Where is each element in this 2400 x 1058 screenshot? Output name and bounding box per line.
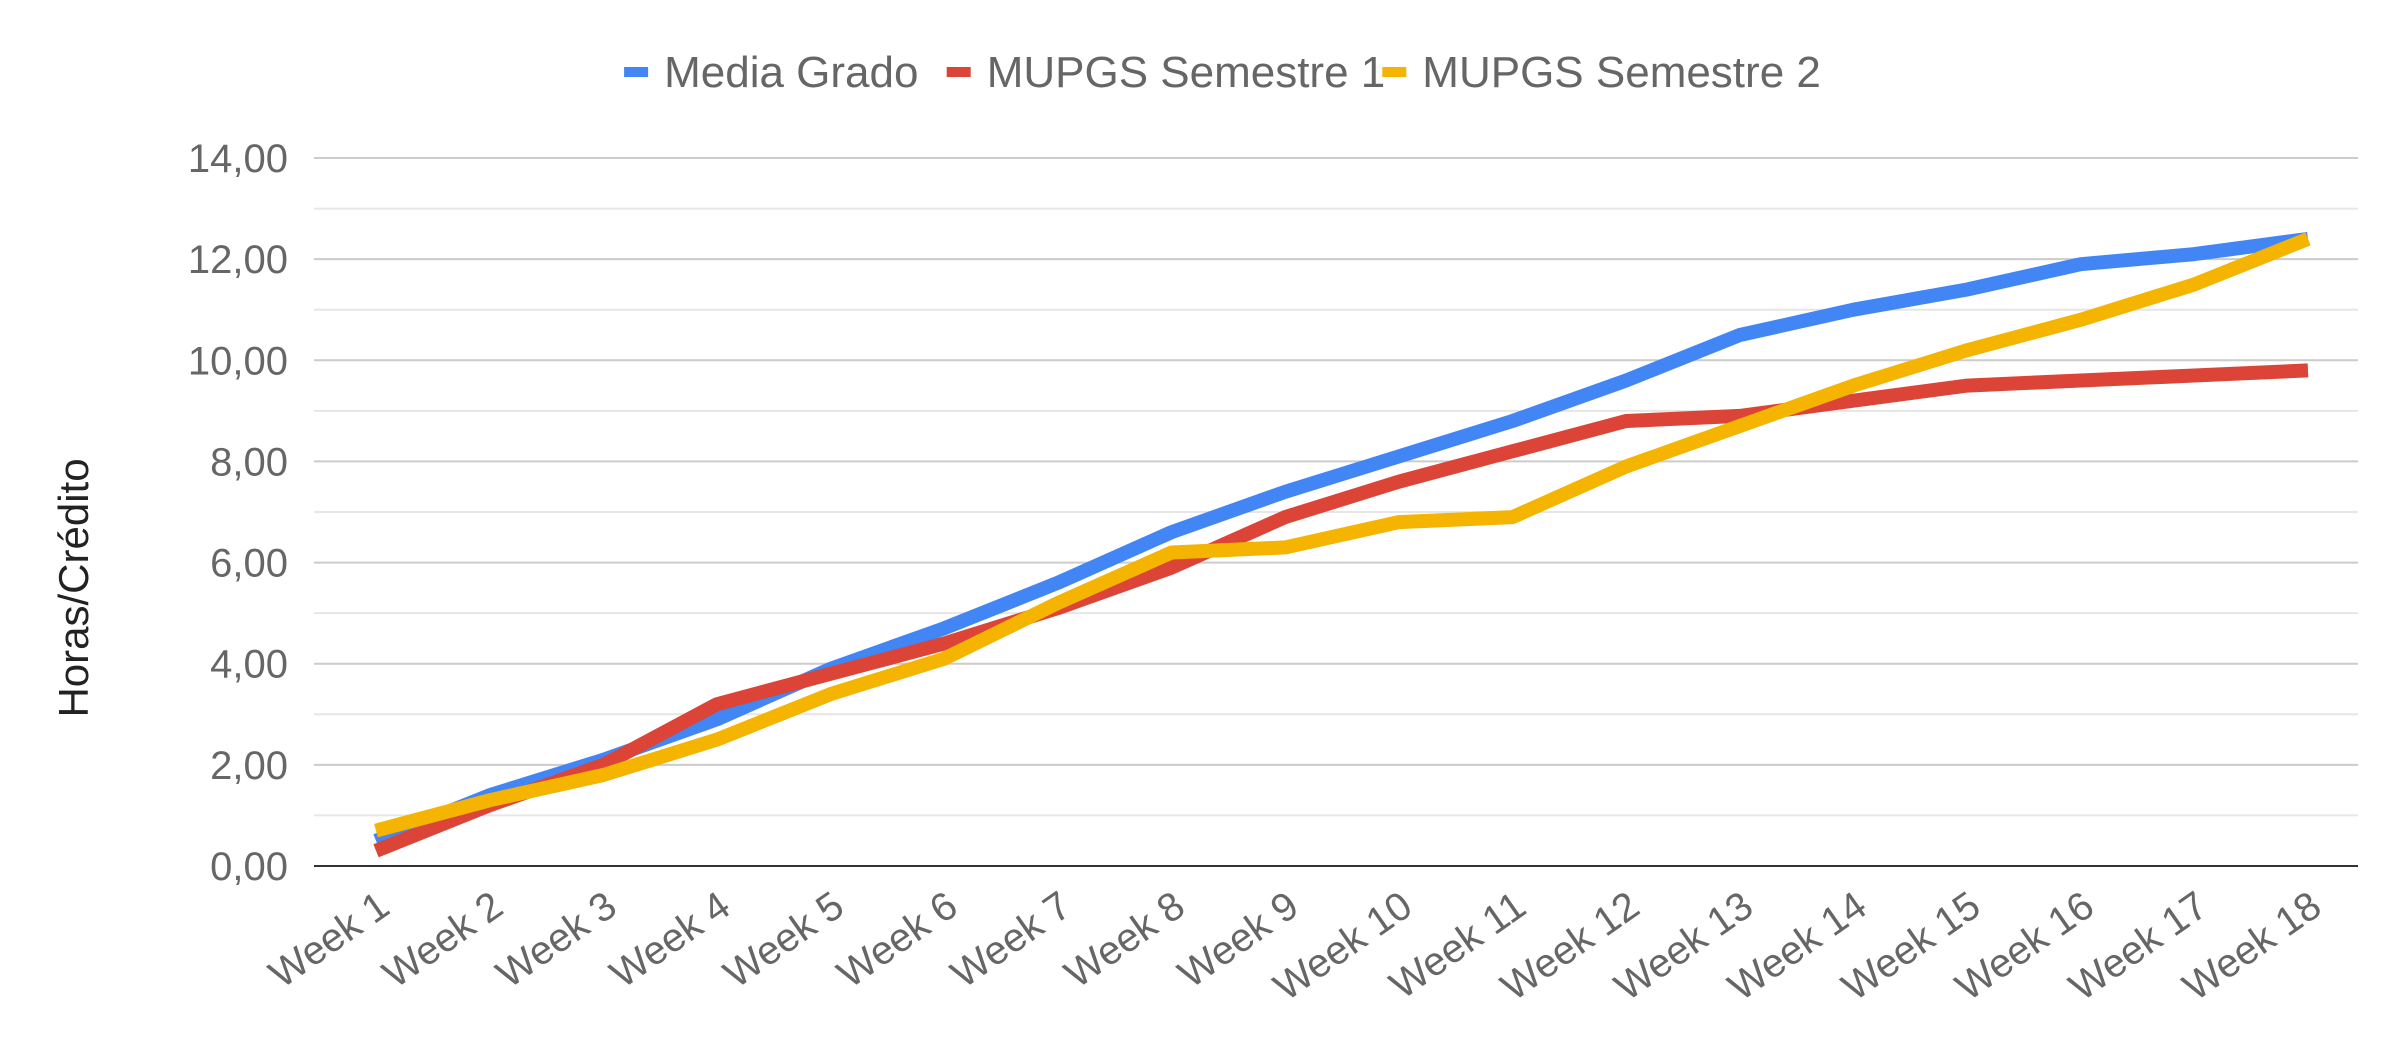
- x-tick-label: Week 1: [261, 883, 397, 996]
- x-tick-label: Week 3: [489, 883, 625, 996]
- series-line-1: [373, 231, 2309, 848]
- x-tick-label: Week 2: [375, 883, 511, 996]
- series-line-2: [373, 363, 2309, 858]
- x-tick-label: Week 4: [602, 883, 738, 996]
- y-tick-label: 4,00: [210, 643, 288, 687]
- series-line-3: [374, 232, 2311, 838]
- legend-swatch: [624, 67, 649, 77]
- y-axis-tick-labels: 0,00 2,00 4,00 6,00 8,00 10,00 12,00 14,00: [188, 137, 288, 889]
- legend-label: MUPGS Semestre 1: [987, 48, 1386, 97]
- y-tick-label: 8,00: [210, 440, 288, 484]
- y-tick-label: 10,00: [188, 339, 288, 383]
- x-tick-label: Week 8: [1057, 883, 1193, 996]
- y-tick-label: 12,00: [188, 238, 288, 282]
- y-tick-label: 2,00: [210, 744, 288, 788]
- x-tick-label: Week 5: [716, 883, 852, 996]
- x-tick-label: Week 6: [830, 883, 966, 996]
- legend-swatch: [1382, 67, 1407, 77]
- legend-label: Media Grado: [664, 48, 918, 97]
- legend: Media Grado MUPGS Semestre 1 MUPGS Semestr…: [624, 48, 1821, 97]
- y-tick-label: 14,00: [188, 137, 288, 181]
- gridlines: [314, 157, 2358, 867]
- legend-label: MUPGS Semestre 2: [1422, 48, 1821, 97]
- y-tick-label: 0,00: [210, 845, 288, 889]
- y-tick-label: 6,00: [210, 542, 288, 586]
- y-axis-title: Horas/Crédito: [50, 458, 97, 717]
- series-lines: [373, 231, 2311, 858]
- legend-swatch: [946, 67, 971, 77]
- x-tick-label: Week 7: [943, 883, 1079, 996]
